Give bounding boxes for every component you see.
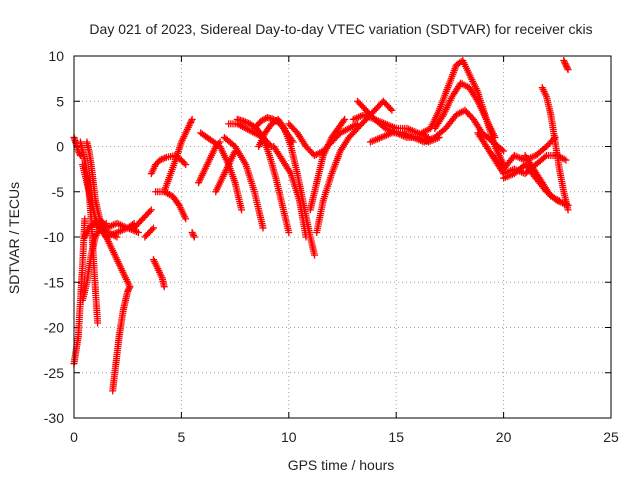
chart-title: Day 021 of 2023, Sidereal Day-to-day VTE… [89, 21, 592, 37]
y-axis-label: SDTVAR / TECUs [6, 182, 22, 294]
data-points [70, 57, 572, 395]
x-tick-label: 15 [388, 429, 404, 445]
data-point [562, 61, 570, 69]
data-point [113, 233, 121, 241]
tick-labels: 0 5 10 15 20 25 -30 -25 -20 -15 -10 -5 0 5 10 [44, 48, 619, 445]
data-point [147, 206, 155, 214]
y-tick-label: 0 [56, 139, 64, 155]
series-track-20 [220, 133, 267, 232]
data-point [279, 123, 287, 131]
x-tick-label: 5 [178, 429, 186, 445]
series-track-19 [212, 147, 239, 196]
data-point [561, 60, 569, 68]
x-tick-label: 0 [70, 429, 78, 445]
data-point [156, 156, 164, 164]
series-track-6 [79, 219, 110, 304]
data-point [161, 154, 169, 162]
data-point [500, 147, 508, 155]
plot-frame [73, 55, 612, 419]
data-point [491, 133, 499, 141]
data-point [340, 117, 348, 125]
data-point [240, 117, 248, 125]
series-track-25 [270, 143, 310, 241]
series-track-10 [130, 206, 155, 232]
data-point [188, 228, 196, 236]
data-point [189, 230, 197, 238]
data-point [386, 105, 394, 113]
y-tick-label: -10 [44, 229, 64, 245]
data-point [180, 159, 188, 167]
data-point [564, 66, 572, 74]
data-point [134, 228, 142, 236]
data-point [341, 115, 349, 123]
data-point [102, 219, 110, 227]
y-tick-label: -15 [44, 274, 64, 290]
data-point [285, 228, 293, 236]
data-point [158, 155, 166, 163]
data-point [311, 251, 319, 259]
y-tick-label: 5 [56, 93, 64, 109]
data-point [187, 118, 195, 126]
y-tick-label: -5 [52, 184, 65, 200]
data-point [101, 221, 109, 229]
data-point [160, 283, 168, 291]
series-track-12 [149, 256, 168, 291]
series-track-27 [306, 115, 349, 214]
series-track-14 [152, 188, 190, 223]
data-point [94, 319, 102, 327]
series-track-11 [141, 224, 157, 241]
x-axis-label: GPS time / hours [288, 457, 395, 473]
data-point [159, 155, 167, 163]
data-point [243, 119, 251, 127]
y-tick-label: -30 [44, 410, 64, 426]
data-point [186, 120, 194, 128]
data-point [149, 224, 157, 232]
series-track-33 [431, 79, 499, 141]
y-tick-label: -25 [44, 365, 64, 381]
data-point [563, 63, 571, 71]
data-point [563, 64, 571, 72]
series-track-16 [188, 228, 198, 241]
series-track-15 [160, 115, 196, 196]
data-point [188, 115, 196, 123]
x-tick-label: 10 [281, 429, 297, 445]
data-point [560, 58, 568, 66]
data-point [541, 153, 549, 161]
data-point [555, 197, 563, 205]
data-point [238, 206, 246, 214]
data-point [81, 215, 89, 223]
data-point [148, 225, 156, 233]
data-point [125, 284, 133, 292]
data-point [187, 117, 195, 125]
series-track-28 [313, 97, 396, 236]
series-track-39 [560, 57, 572, 74]
data-point [126, 283, 134, 291]
data-point [190, 233, 198, 241]
data-point [259, 224, 267, 232]
data-point [562, 156, 570, 164]
series-track-7 [81, 219, 121, 241]
data-point [124, 286, 132, 294]
x-tick-label: 20 [496, 429, 512, 445]
y-tick-label: 10 [48, 48, 64, 64]
data-point [388, 106, 396, 114]
series-track-37 [521, 152, 563, 205]
data-point [560, 57, 568, 65]
y-tick-label: -20 [44, 320, 64, 336]
data-point [146, 207, 154, 215]
data-point [182, 215, 190, 223]
data-point [190, 231, 198, 239]
data-point [302, 233, 310, 241]
series-track-38 [538, 84, 572, 214]
data-point [182, 161, 190, 169]
x-tick-label: 25 [603, 429, 619, 445]
grid [74, 56, 611, 418]
data-point [564, 206, 572, 214]
series-track-9 [109, 283, 134, 395]
data-point [124, 287, 132, 295]
data-point [241, 118, 249, 126]
